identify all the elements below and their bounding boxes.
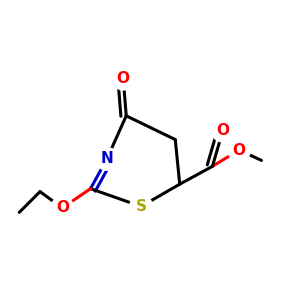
Circle shape (96, 148, 118, 170)
Text: O: O (56, 200, 69, 215)
Text: O: O (233, 142, 246, 158)
Text: O: O (216, 123, 229, 138)
Text: N: N (100, 152, 113, 166)
Circle shape (130, 195, 152, 218)
Text: S: S (136, 199, 147, 214)
Circle shape (51, 197, 74, 219)
Text: O: O (117, 71, 130, 86)
Circle shape (228, 139, 250, 161)
Circle shape (212, 119, 234, 142)
Circle shape (112, 68, 134, 90)
